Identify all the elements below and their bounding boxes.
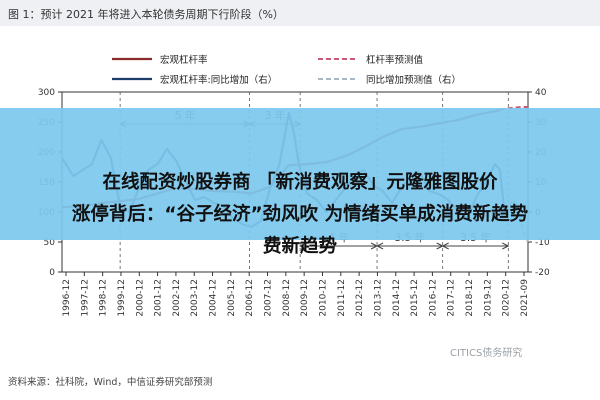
source-note: 资料来源：社科院，Wind，中信证券研究部预测 [8, 376, 212, 388]
x-tick-label: 1997-12 [80, 279, 90, 317]
headline-line-3: 费新趋势 [262, 236, 337, 257]
legend-label-yoy-forecast: 同比增加预测值（右） [366, 74, 461, 86]
y-left-tick-label: 50 [44, 238, 56, 248]
y-right-tick-label: -20 [535, 268, 550, 278]
x-tick-label: 2009-12 [300, 279, 310, 317]
x-tick-label: 2014-12 [392, 279, 402, 317]
headline-line-1: 在线配资炒股券商 「新消费观察」元隆雅图股价 [102, 172, 498, 193]
x-tick-label: 1996-12 [62, 279, 72, 317]
annotation-arrow-left [375, 242, 384, 250]
x-tick-label: 2013-12 [373, 279, 383, 317]
x-tick-label: 1998-12 [99, 279, 109, 317]
annotation-arrow-left [441, 242, 449, 250]
x-tick-label: 2007-12 [264, 279, 274, 317]
x-tick-label: 2016-12 [428, 279, 438, 317]
x-tick-label: 2006-12 [245, 279, 255, 317]
x-tick-label: 2002-12 [172, 279, 182, 317]
x-tick-label: 2019-12 [483, 279, 493, 317]
x-tick-label: 2011-12 [337, 279, 347, 317]
x-tick-label: 2020-12 [502, 279, 512, 317]
y-left-tick-label: 300 [38, 88, 55, 98]
legend-label-yoy: 宏观杠杆率:同比增加（右） [160, 74, 277, 86]
x-tick-label: 2008-12 [282, 279, 292, 317]
x-tick-label: 2005-12 [227, 279, 237, 317]
x-tick-label: 2018-12 [465, 279, 475, 317]
watermark: CITICS债务研究 [450, 346, 522, 359]
annotation-arrow-right [502, 242, 510, 250]
x-tick-label: 2017-12 [447, 279, 457, 317]
x-tick-label: 2000-12 [135, 279, 145, 317]
headline-overlay[interactable]: 在线配资炒股券商 「新消费观察」元隆雅图股价 涨停背后：“谷子经济”劲风吹 为情… [0, 108, 600, 257]
x-tick-label: 2012-12 [355, 279, 365, 317]
headline-line-2: 涨停背后：“谷子经济”劲风吹 为情绪买单成消费新趋势 [71, 204, 529, 225]
x-tick-label: 2010-12 [318, 279, 328, 317]
x-tick-label: 1999-12 [117, 279, 127, 317]
legend-label-main: 宏观杠杆率 [160, 54, 208, 66]
x-tick-label: 2001-12 [154, 279, 164, 317]
y-left-tick-label: 0 [49, 268, 55, 278]
x-tick-label: 2003-12 [190, 279, 200, 317]
legend: 宏观杠杆率 杠杆率预测值 宏观杠杆率:同比增加（右） 同比增加预测值（右） [112, 54, 461, 86]
title-bar [0, 0, 600, 26]
x-tick-label: 2021-09 [520, 279, 530, 317]
y-right-tick-label: -10 [535, 238, 550, 248]
x-tick-label: 2015-12 [410, 279, 420, 317]
y-right-tick-label: 40 [535, 88, 547, 98]
figure-title: 图 1：预计 2021 年将进入本轮债务周期下行阶段（%） [8, 7, 284, 21]
annotation-arrow-left [299, 242, 307, 250]
x-tick-label: 2004-12 [209, 279, 219, 317]
legend-label-forecast: 杠杆率预测值 [366, 54, 424, 66]
